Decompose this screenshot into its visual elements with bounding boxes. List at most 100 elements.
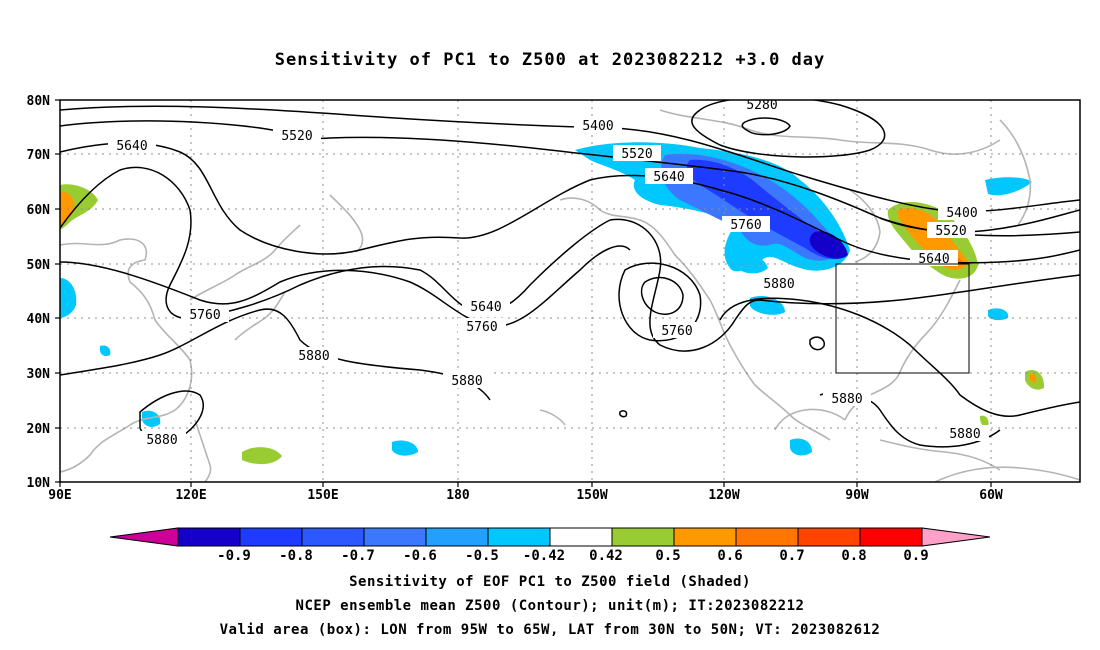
lat-label: 70N <box>27 148 51 163</box>
svg-text:5880: 5880 <box>831 392 862 407</box>
contour-5280-inner <box>741 117 791 136</box>
svg-text:5640: 5640 <box>470 300 501 315</box>
positive-sensitivity-west-core <box>60 191 75 224</box>
contour-5760-mid <box>609 218 1080 352</box>
lon-label: 60W <box>979 488 1003 503</box>
negative-sensitivity-small-1 <box>735 253 768 274</box>
negative-sensitivity-small-3 <box>60 278 77 318</box>
lat-label: 20N <box>27 422 51 437</box>
asia-coast-2 <box>189 224 301 301</box>
lat-label: 40N <box>27 312 51 327</box>
coastlines <box>60 109 1080 482</box>
contour-labels: 5280 5400 5520 5640 5520 5400 5640 5520 … <box>108 98 989 448</box>
contour-label: 5760 <box>653 322 701 339</box>
caribbean <box>879 439 1001 471</box>
colorbar-tick-label: 0.9 <box>903 548 928 564</box>
contour-label: 5880 <box>823 390 871 407</box>
colorbar-swatch <box>735 527 799 547</box>
contour-5760-low <box>640 276 684 316</box>
colorbar-tick-label: -0.7 <box>341 548 375 564</box>
lon-label: 150W <box>576 488 607 503</box>
hudson-bay <box>849 189 881 263</box>
contour-label: 5640 <box>108 137 156 154</box>
asia-coast <box>60 238 193 473</box>
contour-5760-west <box>60 245 631 328</box>
alaska-coast <box>559 197 711 301</box>
svg-text:5520: 5520 <box>621 147 652 162</box>
lat-label: 80N <box>27 94 51 109</box>
graticule <box>60 100 1080 482</box>
contour-small-loop-2 <box>619 410 628 418</box>
positive-sensitivity-small-1 <box>242 447 282 465</box>
lat-label: 10N <box>27 476 51 491</box>
contour-label: 5520 <box>613 145 661 162</box>
svg-text:5880: 5880 <box>146 433 177 448</box>
greenland <box>999 119 1032 226</box>
contour-label: 5880 <box>941 425 989 442</box>
svg-text:5640: 5640 <box>116 139 147 154</box>
colorbar-tick-label: 0.7 <box>779 548 804 564</box>
svg-text:5640: 5640 <box>653 170 684 185</box>
colorbar-swatch <box>673 527 737 547</box>
colorbar-tick-label: -0.6 <box>403 548 437 564</box>
philippines <box>194 419 212 482</box>
footer-line-2: NCEP ensemble mean Z500 (Contour); unit(… <box>295 598 805 614</box>
gulf-coast <box>774 408 846 431</box>
svg-text:5880: 5880 <box>949 427 980 442</box>
negative-sensitivity-small-6 <box>392 440 418 456</box>
contour-5400-north <box>60 105 1080 213</box>
contour-label: 5640 <box>462 298 510 315</box>
negative-sensitivity-small-4 <box>985 177 1032 196</box>
svg-text:5400: 5400 <box>946 206 977 221</box>
colorbar-tick-label: 0.8 <box>841 548 866 564</box>
contour-label: 5880 <box>138 431 186 448</box>
contour-5640-north <box>60 142 1080 264</box>
footer-line-3: Valid area (box): LON from 95W to 65W, L… <box>219 622 881 638</box>
colorbar-tick-label: 0.6 <box>717 548 742 564</box>
lon-label: 120W <box>708 488 739 503</box>
svg-text:5640: 5640 <box>918 252 949 267</box>
positive-sensitivity-small-4 <box>980 415 989 427</box>
negative-sensitivity-small-7 <box>790 438 812 456</box>
kamchatka <box>329 194 364 253</box>
north-america-west <box>709 299 831 441</box>
svg-text:5760: 5760 <box>661 324 692 339</box>
colorbar-swatch <box>797 527 861 547</box>
colorbar-tick-label: -0.42 <box>523 548 565 564</box>
contour-label: 5400 <box>574 117 622 134</box>
sensitivity-shading <box>60 142 1045 465</box>
figure-title: Sensitivity of PC1 to Z500 at 2023082212… <box>274 50 826 70</box>
contour-label: 5640 <box>910 250 958 267</box>
negative-sensitivity-peak <box>809 231 848 259</box>
svg-text:5280: 5280 <box>746 98 777 113</box>
contour-label: 5280 <box>738 98 786 113</box>
tick-marks <box>55 99 992 487</box>
positive-sensitivity-small-3 <box>1029 373 1037 383</box>
colorbar-swatch <box>363 527 427 547</box>
hawaii <box>539 409 566 426</box>
svg-text:5880: 5880 <box>763 277 794 292</box>
lat-label: 30N <box>27 367 51 382</box>
lat-label: 50N <box>27 258 51 273</box>
colorbar-swatch <box>239 527 303 547</box>
lon-label: 150E <box>307 488 338 503</box>
contour-label: 5520 <box>273 127 321 144</box>
colorbar-swatch <box>425 527 489 547</box>
lon-label: 180 <box>446 488 470 503</box>
colorbar-swatch <box>177 527 241 547</box>
longitude-labels: 90E 120E 150E 180 150W 120W 90W 60W <box>48 488 1003 503</box>
contour-label: 5760 <box>458 318 506 335</box>
contour-small-loop-1 <box>809 336 825 351</box>
colorbar-swatch <box>549 527 613 547</box>
colorbar-swatch <box>487 527 551 547</box>
map-area: 5280 5400 5520 5640 5520 5400 5640 5520 … <box>60 98 1080 482</box>
svg-text:5880: 5880 <box>451 374 482 389</box>
negative-sensitivity-small-8 <box>142 410 161 427</box>
negative-sensitivity-small-5 <box>988 308 1009 321</box>
colorbar-tick-label: 0.5 <box>655 548 680 564</box>
lon-label: 90W <box>845 488 869 503</box>
contour-5880-west <box>60 308 491 401</box>
colorbar-tick-label: -0.9 <box>217 548 251 564</box>
contour-5280 <box>691 100 886 158</box>
